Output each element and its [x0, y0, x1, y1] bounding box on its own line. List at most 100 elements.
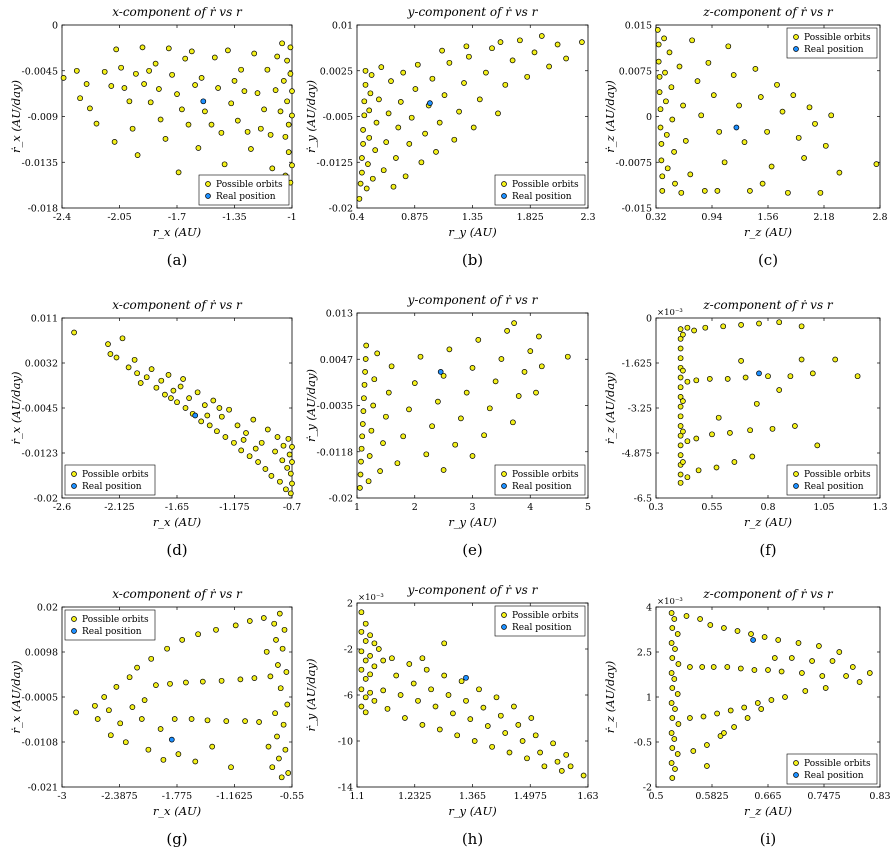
possible-orbit-point [92, 702, 98, 709]
legend-label-possible: Possible orbits [512, 611, 579, 621]
possible-orbit-point [111, 139, 118, 145]
possible-orbit-point [283, 669, 290, 675]
possible-orbit-point [279, 457, 286, 464]
possible-orbit-point [674, 751, 681, 757]
possible-orbit-point [274, 733, 280, 740]
legend-box [786, 464, 878, 496]
x-tick-label: 2.8 [872, 212, 887, 223]
possible-orbit-point [693, 377, 700, 384]
x-tick-label: 1.365 [459, 791, 486, 802]
x-tick-label: -2.05 [107, 212, 131, 223]
y-tick-label: -0.0108 [22, 738, 58, 749]
y-tick-label: -0.0123 [22, 449, 58, 460]
x-tick-label: 1.2325 [398, 791, 431, 802]
possible-orbit-point [264, 66, 271, 73]
possible-orbit-point [714, 710, 720, 717]
possible-orbit-point [134, 370, 140, 377]
possible-orbit-point [677, 403, 684, 410]
possible-orbit-point [279, 645, 286, 652]
possible-orbit-point [143, 374, 150, 381]
possible-orbit-point [358, 648, 365, 655]
possible-orbit-point [83, 81, 90, 87]
possible-orbit-point [822, 685, 829, 691]
possible-orbit-point [238, 447, 245, 454]
possible-orbit-point [657, 124, 664, 131]
possible-orbit-point [263, 648, 270, 655]
possible-orbit-point [145, 746, 152, 753]
possible-orbit-point [277, 685, 284, 692]
possible-orbit-point [829, 658, 836, 664]
possible-orbit-point [271, 620, 278, 627]
possible-orbit-point [365, 478, 372, 485]
possible-orbit-point [280, 442, 287, 449]
legend-label-real: Real position [804, 771, 864, 781]
possible-orbit-point [380, 687, 387, 694]
possible-orbit-point [415, 697, 421, 704]
possible-orbit-point [748, 631, 754, 637]
possible-orbit-point [672, 766, 678, 772]
possible-orbit-point [238, 66, 244, 73]
possible-orbit-point [432, 703, 439, 710]
possible-orbit-point [129, 704, 136, 710]
y-tick-label: 1 [646, 693, 652, 704]
y-axis-label: ṙ_y (AU/day) [304, 659, 318, 732]
possible-orbit-point [358, 666, 365, 673]
possible-orbit-point [366, 453, 373, 459]
possible-orbit-point [785, 189, 791, 196]
possible-orbit-point [809, 658, 815, 664]
possible-orbit-point [419, 722, 426, 728]
possible-orbit-point [671, 616, 678, 622]
x-axis-label: r_y (AU) [448, 804, 496, 818]
possible-orbit-point [221, 161, 228, 168]
possible-orbit-point [476, 686, 482, 693]
y-tick-label: -14 [338, 783, 353, 794]
possible-orbit-point [358, 458, 364, 465]
y-tick-label: 0 [52, 21, 58, 32]
possible-orbit-point [260, 615, 267, 621]
possible-orbit-point [702, 324, 709, 331]
possible-orbit-point [359, 169, 365, 176]
possible-orbit-point [806, 104, 813, 111]
possible-orbit-point [280, 721, 287, 728]
possible-orbit-point [358, 686, 365, 693]
possible-orbit-point [208, 121, 215, 128]
legend-marker-possible [501, 181, 507, 187]
possible-orbit-point [742, 374, 749, 381]
y-tick-label: -0.015 [622, 204, 652, 215]
real-position-point [168, 736, 175, 743]
y-tick-label: -6 [344, 691, 353, 702]
possible-orbit-point [761, 634, 768, 640]
possible-orbit-point [764, 128, 770, 135]
possible-orbit-point [814, 442, 821, 449]
possible-orbit-point [129, 125, 136, 132]
possible-orbit-point [752, 66, 759, 72]
possible-orbit-point [137, 380, 144, 386]
possible-orbit-point [226, 406, 232, 413]
possible-orbit-point [281, 626, 288, 633]
possible-orbit-point [408, 114, 415, 121]
legend-marker-possible [501, 471, 507, 477]
possible-orbit-point [359, 433, 366, 440]
possible-orbit-point [148, 655, 155, 662]
possible-orbit-point [677, 479, 684, 486]
possible-orbit-point [511, 703, 517, 710]
possible-orbit-point [141, 81, 147, 87]
possible-orbit-point [118, 64, 124, 71]
possible-orbit-point [168, 395, 174, 401]
y-axis-label: ṙ_y (AU/day) [304, 80, 318, 153]
possible-orbit-point [550, 740, 556, 747]
possible-orbit-point [775, 637, 782, 643]
x-tick-label: -2.6 [53, 502, 71, 513]
possible-orbit-point [683, 613, 690, 619]
x-tick-label: -1.35 [222, 212, 246, 223]
possible-orbit-point [414, 61, 421, 68]
possible-orbit-point [182, 405, 189, 411]
possible-orbit-point [720, 323, 727, 330]
chart-title: y-component of ṙ vs r [407, 5, 539, 19]
possible-orbit-point [538, 33, 545, 39]
legend-marker-possible [205, 181, 211, 187]
y-tick-label: 0.0075 [619, 66, 652, 77]
possible-orbit-point [541, 763, 548, 770]
possible-orbit-point [509, 57, 516, 64]
x-axis-label: r_z (AU) [744, 804, 792, 818]
